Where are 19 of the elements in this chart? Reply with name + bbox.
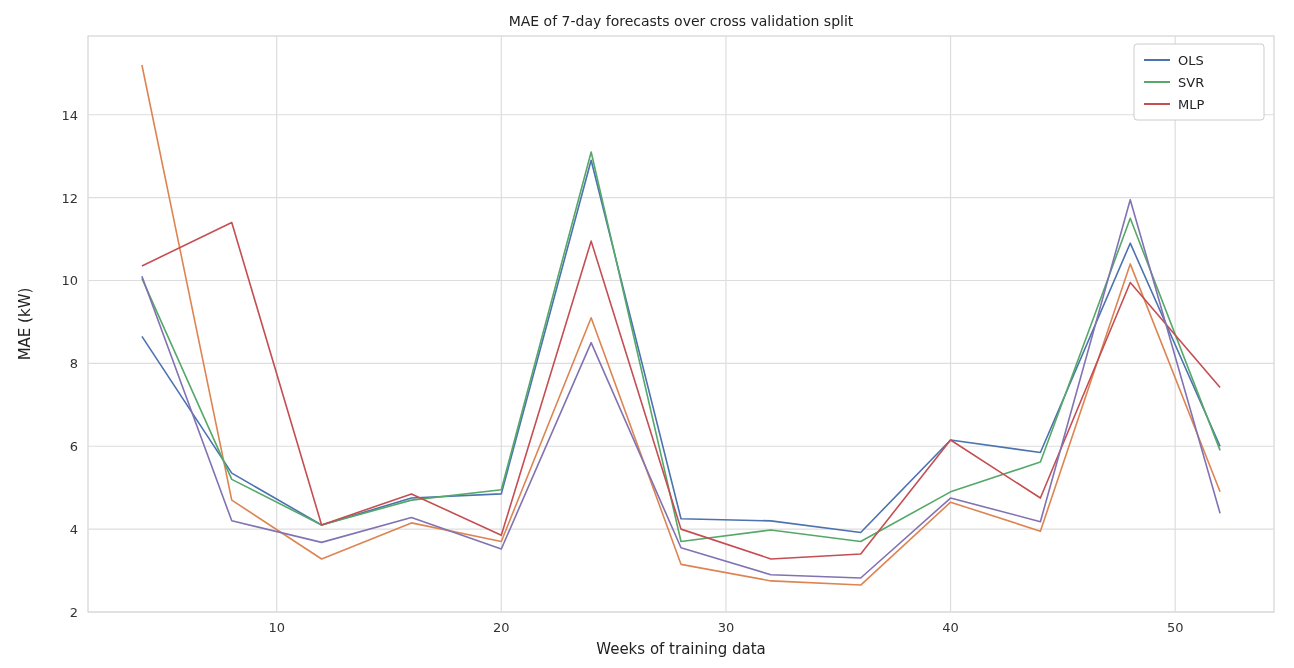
y-tick-label: 4 <box>69 522 78 538</box>
line-series <box>141 64 1221 586</box>
x-tick-label: 50 <box>1166 620 1184 635</box>
legend-label: MLP <box>1178 97 1205 112</box>
x-tick-label: 10 <box>268 620 285 635</box>
x-tick-label: 30 <box>717 620 735 635</box>
y-tick-label: 14 <box>61 107 78 123</box>
y-axis-title: MAE (kW) <box>16 287 34 361</box>
x-tick-label: 20 <box>493 620 510 635</box>
y-tick-label: 2 <box>69 605 78 620</box>
x-axis-title: Weeks of training data <box>596 640 766 658</box>
legend-label: OLS <box>1178 53 1204 68</box>
chart-title: MAE of 7-day forecasts over cross validation split <box>508 13 854 29</box>
y-tick-label: 12 <box>61 190 78 206</box>
legend-label: SVR <box>1178 75 1205 90</box>
x-tick-label: 40 <box>942 620 959 635</box>
y-tick-label: 6 <box>69 439 78 455</box>
y-tick-label: 8 <box>69 356 78 372</box>
y-tick-label: 10 <box>61 273 78 289</box>
